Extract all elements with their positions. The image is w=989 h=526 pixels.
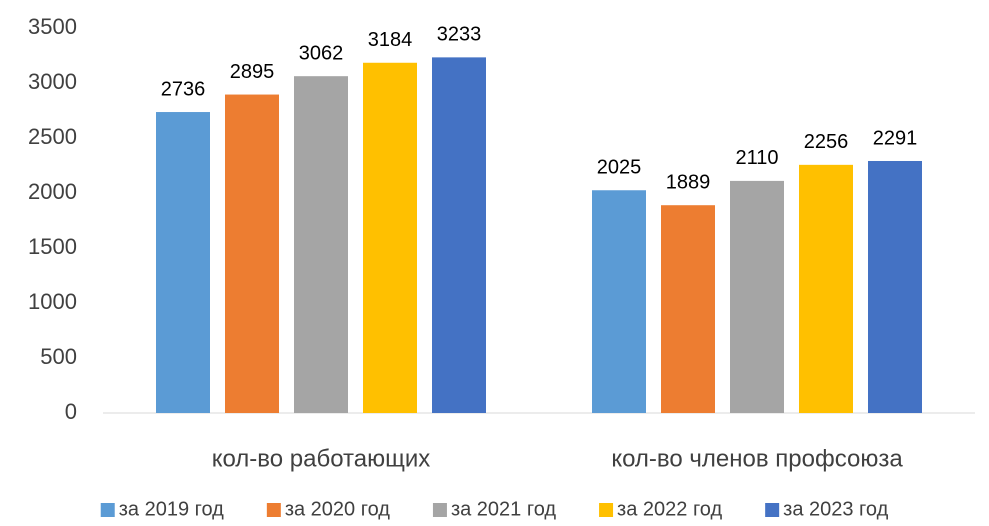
bar: [294, 76, 348, 414]
bar: [156, 112, 210, 413]
x-tick-label: кол-во работающих: [212, 445, 431, 472]
bar: [363, 62, 417, 413]
data-label: 2736: [161, 78, 206, 100]
data-label: 3062: [299, 42, 344, 64]
y-tick-label: 0: [65, 399, 77, 424]
bar: [225, 94, 279, 414]
y-tick-label: 1000: [28, 289, 77, 314]
data-label: 1889: [666, 171, 711, 193]
data-label: 3184: [368, 29, 413, 51]
bar: [868, 160, 922, 413]
bar: [592, 190, 646, 413]
legend-label: за 2023 год: [783, 498, 888, 520]
legend-label: за 2021 год: [451, 498, 556, 520]
legend-swatch: [266, 503, 281, 517]
legend-swatch: [599, 503, 614, 517]
y-tick-label: 500: [40, 344, 77, 369]
y-tick-label: 3000: [28, 69, 77, 94]
legend-swatch: [432, 503, 447, 517]
y-tick-label: 2500: [28, 124, 77, 149]
legend-label: за 2019 год: [119, 498, 224, 520]
data-label: 2291: [873, 127, 918, 149]
data-label: 2025: [597, 157, 642, 179]
legend-label: за 2020 год: [285, 498, 390, 520]
legend-swatch: [765, 503, 780, 517]
bar: [661, 205, 715, 413]
data-label: 2110: [735, 147, 778, 169]
legend-label: за 2022 год: [617, 498, 722, 520]
y-tick-label: 1500: [28, 234, 77, 259]
x-tick-label: кол-во членов профсоюза: [611, 445, 903, 472]
data-label: 3233: [437, 24, 482, 46]
bar: [799, 164, 853, 413]
y-tick-label: 3500: [28, 14, 77, 39]
bar: [730, 180, 784, 413]
bar: [432, 57, 486, 414]
data-label: 2256: [804, 131, 849, 153]
data-label: 2895: [230, 61, 275, 83]
y-tick-label: 2000: [28, 179, 77, 204]
legend-swatch: [100, 503, 115, 517]
